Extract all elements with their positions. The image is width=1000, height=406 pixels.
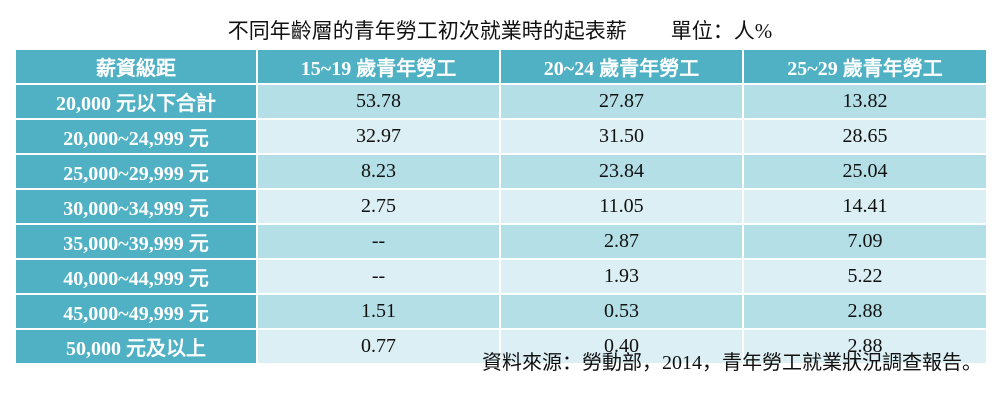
salary-table: 薪資級距 15~19 歲青年勞工 20~24 歲青年勞工 25~29 歲青年勞工…	[14, 48, 988, 365]
table-cell: 25.04	[742, 153, 988, 190]
table-row: 50,000 元及以上 0.77 0.40 2.88	[14, 328, 988, 365]
header-salary-range: 薪資級距	[14, 48, 258, 85]
table-row: 20,000 元以下合計 53.78 27.87 13.82	[14, 83, 988, 120]
table-cell: 5.22	[742, 258, 988, 295]
row-label: 35,000~39,999 元	[14, 223, 258, 260]
table-cell: 8.23	[256, 153, 501, 190]
table-cell: 0.77	[256, 328, 501, 365]
table-cell: 2.75	[256, 188, 501, 225]
header-row: 薪資級距 15~19 歲青年勞工 20~24 歲青年勞工 25~29 歲青年勞工	[14, 48, 988, 85]
table-cell: 53.78	[256, 83, 501, 120]
table-cell: 11.05	[499, 188, 744, 225]
table-cell: 32.97	[256, 118, 501, 155]
table-cell: 1.51	[256, 293, 501, 330]
header-age-25-29: 25~29 歲青年勞工	[742, 48, 988, 85]
header-age-15-19: 15~19 歲青年勞工	[256, 48, 501, 85]
table-cell: 2.87	[499, 223, 744, 260]
row-label: 20,000 元以下合計	[14, 83, 258, 120]
table-cell: 2.88	[742, 293, 988, 330]
row-label: 50,000 元及以上	[14, 328, 258, 365]
table-cell: 13.82	[742, 83, 988, 120]
table-cell: 31.50	[499, 118, 744, 155]
title-row: 不同年齡層的青年勞工初次就業時的起表薪 單位：人%	[0, 14, 1000, 48]
row-label: 45,000~49,999 元	[14, 293, 258, 330]
row-label: 20,000~24,999 元	[14, 118, 258, 155]
table-title: 不同年齡層的青年勞工初次就業時的起表薪	[227, 19, 627, 43]
row-label: 30,000~34,999 元	[14, 188, 258, 225]
row-label: 40,000~44,999 元	[14, 258, 258, 295]
table-cell: 1.93	[499, 258, 744, 295]
unit-label: 單位：人%	[670, 19, 773, 43]
row-label: 25,000~29,999 元	[14, 153, 258, 190]
table-cell: 2.88	[742, 328, 988, 365]
table-row: 35,000~39,999 元 -- 2.87 7.09	[14, 223, 988, 260]
header-age-20-24: 20~24 歲青年勞工	[499, 48, 744, 85]
table-cell: 23.84	[499, 153, 744, 190]
table-cell: 28.65	[742, 118, 988, 155]
table-row: 30,000~34,999 元 2.75 11.05 14.41	[14, 188, 988, 225]
table-cell: 0.53	[499, 293, 744, 330]
source-note: 資料來源：勞動部，2014，青年勞工就業狀況調查報告。	[482, 352, 982, 374]
table-row: 40,000~44,999 元 -- 1.93 5.22	[14, 258, 988, 295]
table-cell: 14.41	[742, 188, 988, 225]
table-cell: 27.87	[499, 83, 744, 120]
table-cell: 7.09	[742, 223, 988, 260]
table-row: 25,000~29,999 元 8.23 23.84 25.04	[14, 153, 988, 190]
table-cell: --	[256, 258, 501, 295]
table-cell: 0.40	[499, 328, 744, 365]
table-row: 45,000~49,999 元 1.51 0.53 2.88	[14, 293, 988, 330]
table-row: 20,000~24,999 元 32.97 31.50 28.65	[14, 118, 988, 155]
table-cell: --	[256, 223, 501, 260]
